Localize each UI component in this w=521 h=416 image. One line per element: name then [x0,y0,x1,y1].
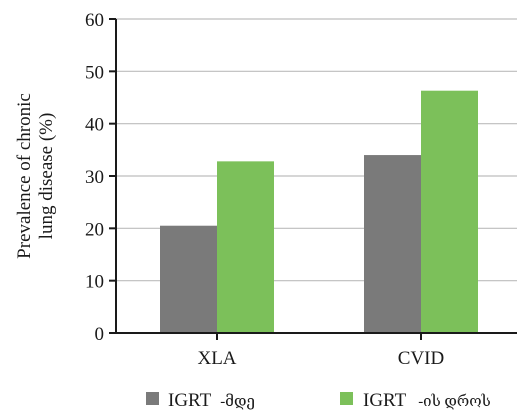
y-ticks: 0 10 20 30 40 50 60 [85,10,116,345]
y-tick-label: 60 [85,10,104,31]
y-axis-title: Prevalence of chronic lung disease (%) [14,93,57,259]
bar-xla-series-2 [217,161,274,333]
y-axis-title-line2: lung disease (%) [36,113,57,240]
y-tick-label: 20 [85,219,104,240]
y-tick-label: 0 [95,324,105,345]
legend: IGRT -მდე IGRT -ის დროს [146,390,491,411]
bars [160,90,478,334]
legend-swatch-series-1 [146,392,159,405]
bar-xla-series-1 [160,225,217,333]
y-tick-label: 30 [85,167,104,188]
bar-cvid-series-2 [421,90,478,334]
x-category-labels: XLA CVID [197,333,444,369]
x-category-label: CVID [398,348,444,369]
y-tick-label: 10 [85,272,104,293]
x-category-label: XLA [197,348,236,369]
legend-swatch-series-2 [340,392,353,405]
y-tick-label: 50 [85,62,104,83]
bar-cvid-series-1 [364,155,421,333]
legend-label-series-1: IGRT -მდე [168,390,255,411]
y-axis-title-line1: Prevalence of chronic [14,93,35,259]
legend-label-series-2: IGRT -ის დროს [363,390,491,411]
y-tick-label: 40 [85,115,104,136]
